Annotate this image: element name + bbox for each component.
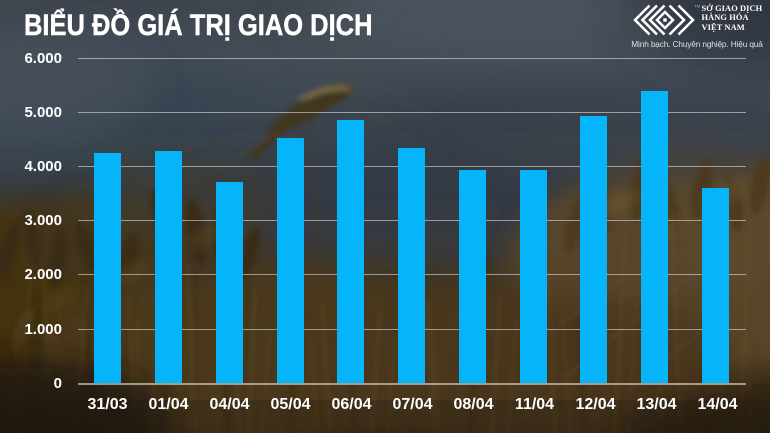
svg-text:TM: TM	[695, 5, 700, 9]
